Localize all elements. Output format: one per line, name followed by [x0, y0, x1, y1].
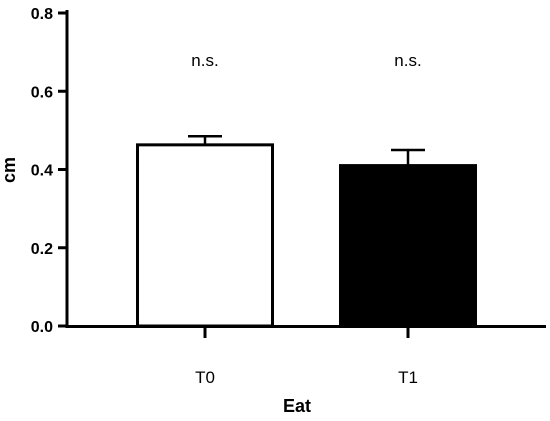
y-tick-label: 0.2	[31, 241, 53, 258]
y-tick-label: 0.0	[31, 319, 53, 336]
x-tick-label-t0: T0	[195, 368, 215, 387]
y-tick-label: 0.6	[31, 84, 53, 101]
bars	[136, 143, 477, 328]
bar-t1	[339, 164, 477, 328]
bar-t0	[136, 143, 274, 328]
significance-label: n.s.	[394, 51, 421, 70]
y-tick-label: 0.8	[31, 6, 53, 23]
significance-label: n.s.	[191, 51, 218, 70]
x-axis-ticks: T0 T1	[195, 326, 418, 387]
annotations: n.s. n.s.	[191, 51, 421, 70]
x-tick-label-t1: T1	[398, 368, 418, 387]
y-axis-ticks: 0.0 0.2 0.4 0.6 0.8	[31, 6, 67, 336]
y-tick-label: 0.4	[31, 163, 53, 180]
error-bars	[188, 134, 425, 166]
x-axis-title: Eat	[283, 396, 311, 416]
y-axis-title: cm	[0, 157, 19, 183]
